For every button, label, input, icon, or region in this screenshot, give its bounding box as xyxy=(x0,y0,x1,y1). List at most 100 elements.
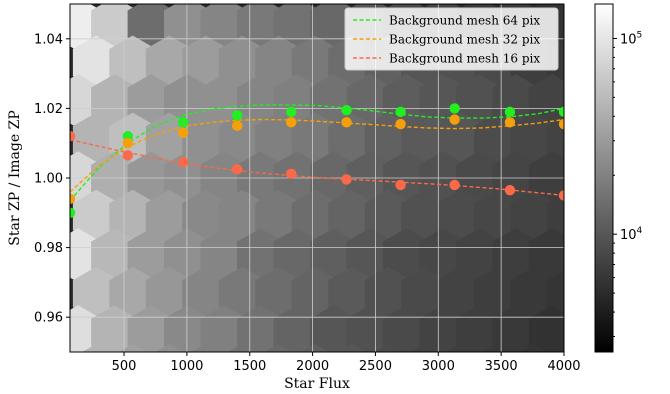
data-point xyxy=(504,184,516,196)
hexbin-cell xyxy=(164,228,211,283)
hexbin-cell xyxy=(382,74,430,129)
hexbin-cell xyxy=(109,266,157,321)
hexbin-cell xyxy=(328,112,375,167)
hexbin-cell xyxy=(401,112,448,167)
hexbin-cell xyxy=(382,228,430,283)
data-point xyxy=(70,131,76,142)
hexbin-cell xyxy=(127,4,175,51)
hexbin-cell xyxy=(510,189,558,244)
data-point xyxy=(70,193,76,205)
hexbin-cell xyxy=(620,267,667,321)
data-point xyxy=(286,168,297,180)
hexbin-cell xyxy=(218,112,266,167)
x-tick-label: 1500 xyxy=(233,359,266,374)
data-point xyxy=(231,164,243,175)
hexbin-cell xyxy=(155,343,184,352)
hexbin-cell xyxy=(273,74,321,129)
hexbin-cell xyxy=(419,228,467,283)
x-tick-label: 3000 xyxy=(422,359,455,374)
hexbin-cell xyxy=(145,35,193,90)
colorbar-tick-label: 104 xyxy=(620,226,643,243)
data-point xyxy=(558,190,564,201)
hexbin-cell xyxy=(273,4,321,51)
hexbin-cell xyxy=(337,343,366,352)
data-point xyxy=(395,118,406,130)
hexbin-cell xyxy=(291,266,339,321)
x-tick-label: 500 xyxy=(112,359,137,374)
data-point xyxy=(122,138,134,149)
data-point xyxy=(341,104,352,116)
hexbin-cell xyxy=(182,112,230,167)
hexbin-cell xyxy=(273,228,321,283)
hexbin-cell xyxy=(410,343,439,352)
data-points xyxy=(70,103,564,218)
hexbin-cell xyxy=(255,189,302,244)
colorbar-gradient xyxy=(594,3,614,353)
hexbin-cell xyxy=(91,74,138,129)
data-point xyxy=(449,114,460,125)
hexbin-cell xyxy=(291,189,339,244)
hexbin-cell xyxy=(547,116,564,163)
data-point xyxy=(558,118,564,130)
hexbin-cell xyxy=(218,266,266,321)
y-tick-label: 0.98 xyxy=(34,241,63,256)
legend-label: Background mesh 32 pix xyxy=(389,33,540,47)
hexbin-cell xyxy=(437,266,485,321)
hexbin-cell xyxy=(474,266,521,321)
hexbin-cell xyxy=(82,343,111,352)
hexbin-cell xyxy=(437,112,485,167)
hexbin-cell xyxy=(218,189,266,244)
grid xyxy=(70,4,564,352)
colorbar-tick-label: 105 xyxy=(620,30,642,47)
data-point xyxy=(395,106,406,118)
hexbin-cell xyxy=(118,343,147,352)
hexbin-cell xyxy=(237,228,284,283)
hexbin-cell xyxy=(364,189,412,244)
hexbin-cell xyxy=(91,228,138,283)
y-tick-label: 1.02 xyxy=(34,102,63,117)
fit-line xyxy=(70,118,564,193)
hexbin-cell xyxy=(556,347,564,352)
hexbin-cell xyxy=(620,113,667,167)
hexbin-cell xyxy=(182,266,230,321)
hexbin-cell xyxy=(364,266,412,321)
fit-lines xyxy=(70,104,564,202)
legend-box xyxy=(344,7,559,71)
y-axis-label: Star ZP / Image ZP xyxy=(7,110,23,245)
legend-label: Background mesh 16 pix xyxy=(389,52,540,66)
hexbin-cell xyxy=(200,228,248,283)
hexbin-cell xyxy=(492,228,540,283)
hexbin-cell xyxy=(145,189,193,244)
data-point xyxy=(449,179,460,191)
hexbin-cell xyxy=(455,74,503,129)
colorbar-tick-exponent: 5 xyxy=(637,30,643,40)
data-point xyxy=(122,150,134,161)
data-point xyxy=(341,117,352,128)
hexbin-cell xyxy=(437,189,485,244)
hexbin-cell xyxy=(237,74,284,129)
hexbin-cell xyxy=(510,112,558,167)
hexbin-cell xyxy=(109,35,157,90)
data-point xyxy=(177,157,189,168)
data-point xyxy=(177,127,189,138)
hexbin-cell xyxy=(264,343,293,352)
data-point xyxy=(286,106,297,118)
x-axis-ticks: 500 1000 1500 2000 2500 3000 3500 4000 xyxy=(112,352,581,374)
hexbin-cell xyxy=(446,343,476,352)
hexbin-cell xyxy=(182,189,230,244)
y-tick-label: 1.04 xyxy=(34,32,63,47)
y-tick-label: 1.00 xyxy=(34,172,63,187)
hexbin-cell xyxy=(519,343,548,352)
hexbin-cell xyxy=(127,228,175,283)
x-tick-label: 2000 xyxy=(296,359,329,374)
hexbin-cell xyxy=(455,228,503,283)
hexbin-cell xyxy=(401,189,448,244)
hexbin-cell xyxy=(401,266,448,321)
hexbin-cell xyxy=(474,189,521,244)
data-point xyxy=(286,117,297,128)
hexbin-cell xyxy=(191,343,220,352)
hexbin-cell xyxy=(528,74,564,129)
colorbar-tick-base: 10 xyxy=(620,228,637,243)
data-point xyxy=(70,207,76,218)
